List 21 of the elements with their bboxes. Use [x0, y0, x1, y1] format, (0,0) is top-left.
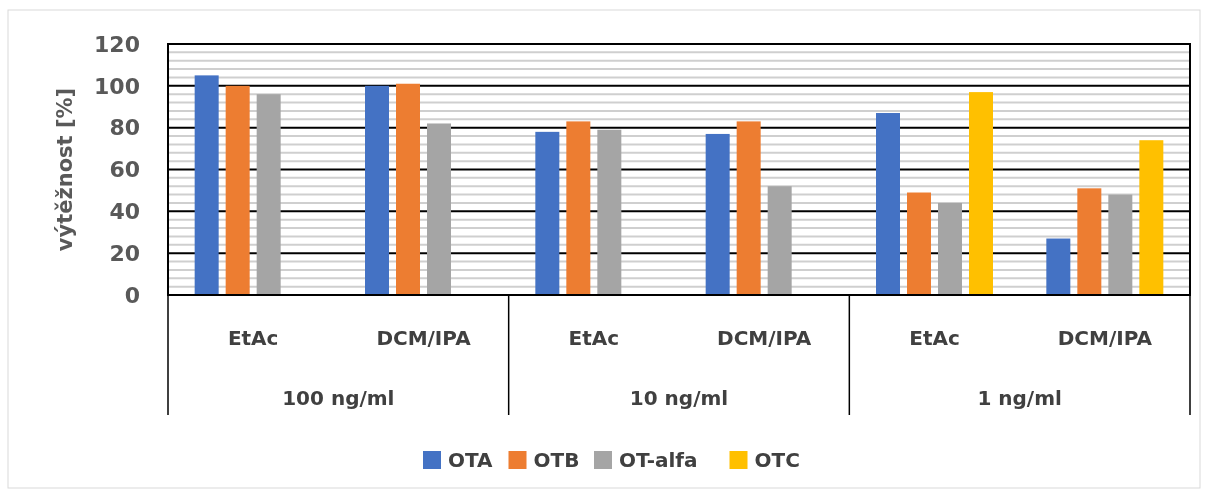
- x-tick-label: DCM/IPA: [376, 326, 472, 350]
- x-tick-label: EtAc: [909, 326, 960, 350]
- legend-label: OT-alfa: [619, 448, 698, 472]
- y-tick-label: 100: [94, 73, 140, 99]
- text: 10 ng/ml: [629, 386, 729, 410]
- y-tick-label: 120: [94, 31, 140, 57]
- y-tick-label: 80: [109, 115, 140, 141]
- x-tick-label: EtAc: [227, 326, 279, 350]
- x-tick-label: DCM/IPA: [1057, 326, 1153, 350]
- y-tick-label: 40: [109, 199, 140, 225]
- legend-label: OTC: [754, 448, 800, 472]
- legend-label: OTB: [533, 448, 580, 472]
- y-tick-label: 20: [109, 240, 140, 266]
- x-tick-label: EtAc: [568, 326, 620, 350]
- y-tick-label: 60: [109, 157, 140, 183]
- legend-label: OTA: [448, 448, 494, 472]
- x-tick-label: DCM/IPA: [717, 326, 812, 350]
- y-tick-label: 0: [124, 282, 140, 308]
- y-axis-title: výtěžnost [%]: [53, 87, 77, 252]
- text: 100 ng/ml: [282, 386, 395, 410]
- text: 1 ng/ml: [977, 386, 1062, 410]
